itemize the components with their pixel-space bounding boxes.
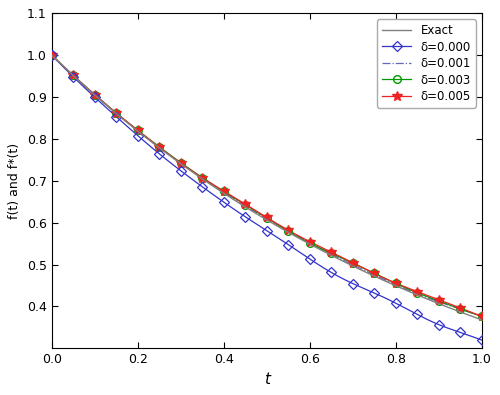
X-axis label: t: t [264, 372, 270, 387]
Legend: Exact, δ=0.000, δ=0.001, δ=0.003, δ=0.005: Exact, δ=0.000, δ=0.001, δ=0.003, δ=0.00… [377, 19, 476, 108]
Y-axis label: f(t) and f*(t): f(t) and f*(t) [8, 143, 22, 219]
